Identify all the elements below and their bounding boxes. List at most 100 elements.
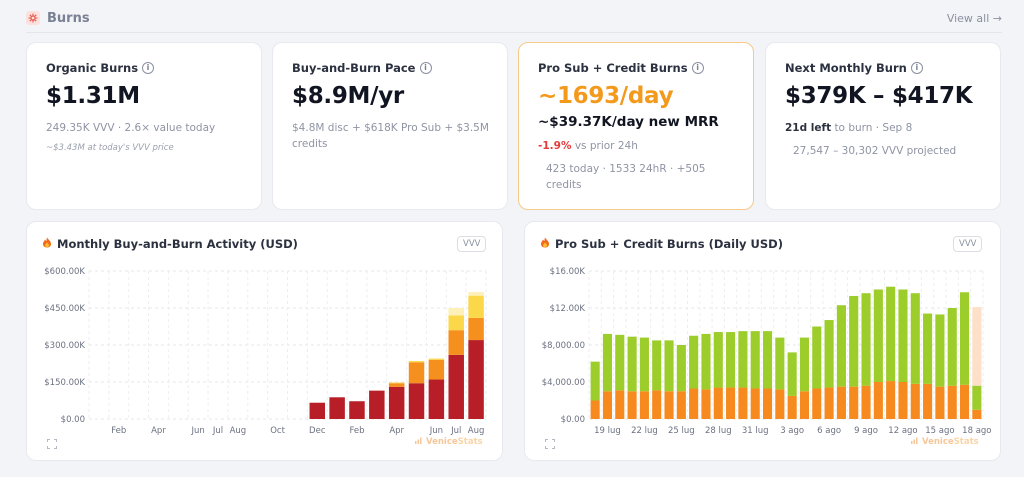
bar-segment [428, 359, 445, 380]
y-tick-label: $450.00K [44, 304, 85, 314]
bar-segment [713, 387, 723, 419]
bar-segment [468, 340, 484, 419]
watermark-venice: Venice [426, 437, 458, 447]
organic-burns-value: $1.31M [46, 83, 140, 109]
bar-segment [726, 332, 736, 388]
bar-segment [775, 389, 785, 419]
monthly-burn-chart-card: Monthly Buy-and-Burn Activity (USD) VVV … [26, 221, 503, 461]
bar-segment [972, 385, 982, 410]
x-tick-label: 28 lug [705, 426, 732, 436]
x-tick-label: 15 ago [925, 426, 954, 436]
venicestats-watermark: Venice Stats [415, 437, 483, 447]
fire-icon [42, 237, 52, 251]
vvv-toggle[interactable]: VVV [953, 236, 983, 252]
expand-icon[interactable] [545, 434, 555, 453]
watermark-bars-icon [415, 437, 423, 447]
bar-segment [676, 391, 686, 419]
bar-segment [388, 382, 405, 384]
bar-segment [898, 382, 908, 419]
card-title-label: Buy-and-Burn Pace [292, 61, 416, 75]
info-icon[interactable]: i [142, 62, 155, 74]
watermark-stats: Stats [457, 437, 483, 447]
chart-title: Pro Sub + Credit Burns (Daily USD) [540, 237, 783, 251]
bar-segment [590, 400, 600, 419]
daily-burn-chart-card: Pro Sub + Credit Burns (Daily USD) VVV $… [524, 221, 1001, 461]
info-icon[interactable]: i [910, 62, 923, 74]
bar-segment [910, 293, 920, 384]
vvv-toggle[interactable]: VVV [457, 236, 487, 252]
projected-vvv: 27,547 – 30,302 VVV projected [793, 145, 957, 157]
bar-segment [388, 383, 405, 387]
bar-segment [309, 402, 326, 419]
bar-segment [689, 335, 699, 389]
bar-segment [689, 388, 699, 419]
bar-segment [639, 391, 649, 419]
pro-sub-detail-line2: credits [546, 179, 582, 191]
bar-segment [468, 291, 484, 296]
bar-segment [627, 391, 637, 419]
bar-segment [910, 383, 920, 419]
bar-segment [639, 337, 649, 392]
bar-segment [775, 337, 785, 390]
bar-segment [713, 332, 723, 388]
pro-sub-rate-value: ~1693/day [538, 83, 674, 109]
next-monthly-burn-card: Next Monthly Burn i $379K – $417K 21d le… [765, 42, 1001, 210]
bar-segment [935, 386, 945, 419]
bar-segment [652, 390, 662, 419]
info-icon[interactable]: i [419, 62, 432, 74]
y-tick-label: $0.00 [61, 415, 85, 425]
bar-segment [652, 340, 662, 391]
bar-segment [349, 401, 365, 419]
section-title: Burns [47, 10, 90, 26]
x-tick-label: 3 ago [780, 426, 804, 436]
x-tick-label: 9 ago [854, 426, 878, 436]
days-left-text: to burn · Sep 8 [834, 122, 913, 134]
x-tick-label: 19 lug [594, 426, 621, 436]
bar-segment [849, 386, 859, 419]
header-divider [26, 32, 1002, 33]
x-tick-label: Apr [151, 426, 166, 436]
bar-segment [861, 293, 871, 386]
organic-burns-sub: 249.35K VVV · 2.6× value today [46, 122, 216, 134]
card-title: Organic Burns i [46, 61, 155, 75]
view-all-link[interactable]: View all → [946, 11, 1002, 25]
bar-segment [762, 331, 773, 389]
x-tick-label: Jun [191, 426, 205, 436]
bar-segment [738, 387, 748, 419]
info-icon[interactable]: i [691, 62, 704, 74]
bar-segment [388, 386, 405, 419]
card-title-label: Organic Burns [46, 61, 139, 75]
x-tick-label: 18 ago [962, 426, 991, 436]
x-tick-label: 31 lug [742, 426, 769, 436]
bar-segment [972, 409, 982, 419]
bar-segment [886, 286, 896, 382]
x-tick-label: 6 ago [817, 426, 841, 436]
bar-segment [590, 361, 600, 401]
x-tick-label: Feb [349, 426, 364, 436]
bar-segment [602, 333, 613, 392]
bar-segment [369, 390, 385, 419]
bar-segment [787, 395, 797, 419]
bar-segment [947, 385, 957, 419]
monthly-burn-chart: $0.00 $150.00K $300.00K $450.00K $600.00K Feb… [44, 267, 487, 436]
x-tick-label: 22 lug [631, 426, 658, 436]
y-tick-label: $16.00K [550, 267, 586, 277]
bar-segment [787, 352, 797, 396]
expand-icon[interactable] [47, 434, 57, 453]
bar-segment [898, 289, 908, 382]
section-header: Burns View all → [26, 7, 1002, 29]
watermark-venice: Venice [922, 437, 954, 447]
bar-segment [799, 391, 810, 419]
card-title: Next Monthly Burn i [785, 61, 923, 75]
bar-segment [861, 385, 871, 419]
pace-sub-line2: credits [292, 138, 328, 150]
card-title-label: Pro Sub + Credit Burns [538, 61, 688, 75]
x-tick-label: Jul [212, 426, 223, 436]
delta-text: vs prior 24h [574, 140, 638, 152]
venicestats-watermark: Venice Stats [911, 437, 979, 447]
watermark-stats: Stats [953, 437, 979, 447]
chart-title-label: Pro Sub + Credit Burns (Daily USD) [555, 237, 783, 251]
bar-segment [836, 305, 846, 387]
bar-segment [448, 354, 464, 419]
y-tick-label: $8,000.00 [542, 341, 585, 351]
